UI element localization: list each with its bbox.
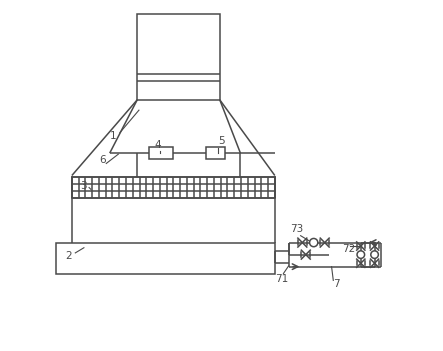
Text: 6: 6 — [100, 155, 106, 165]
Text: 72: 72 — [342, 244, 355, 254]
Bar — [206, 147, 225, 159]
Text: 71: 71 — [275, 274, 288, 284]
Text: 4: 4 — [155, 140, 161, 150]
Text: 2: 2 — [65, 251, 72, 261]
Bar — [72, 177, 275, 198]
Text: 1: 1 — [110, 131, 117, 141]
Circle shape — [371, 251, 378, 258]
Text: 73: 73 — [291, 224, 304, 234]
Bar — [56, 243, 275, 273]
Bar — [137, 14, 220, 100]
Text: 5: 5 — [218, 136, 225, 146]
Circle shape — [310, 238, 318, 247]
Bar — [149, 147, 173, 159]
Text: 3: 3 — [81, 181, 87, 191]
Text: 7: 7 — [334, 279, 340, 289]
Circle shape — [357, 251, 365, 258]
